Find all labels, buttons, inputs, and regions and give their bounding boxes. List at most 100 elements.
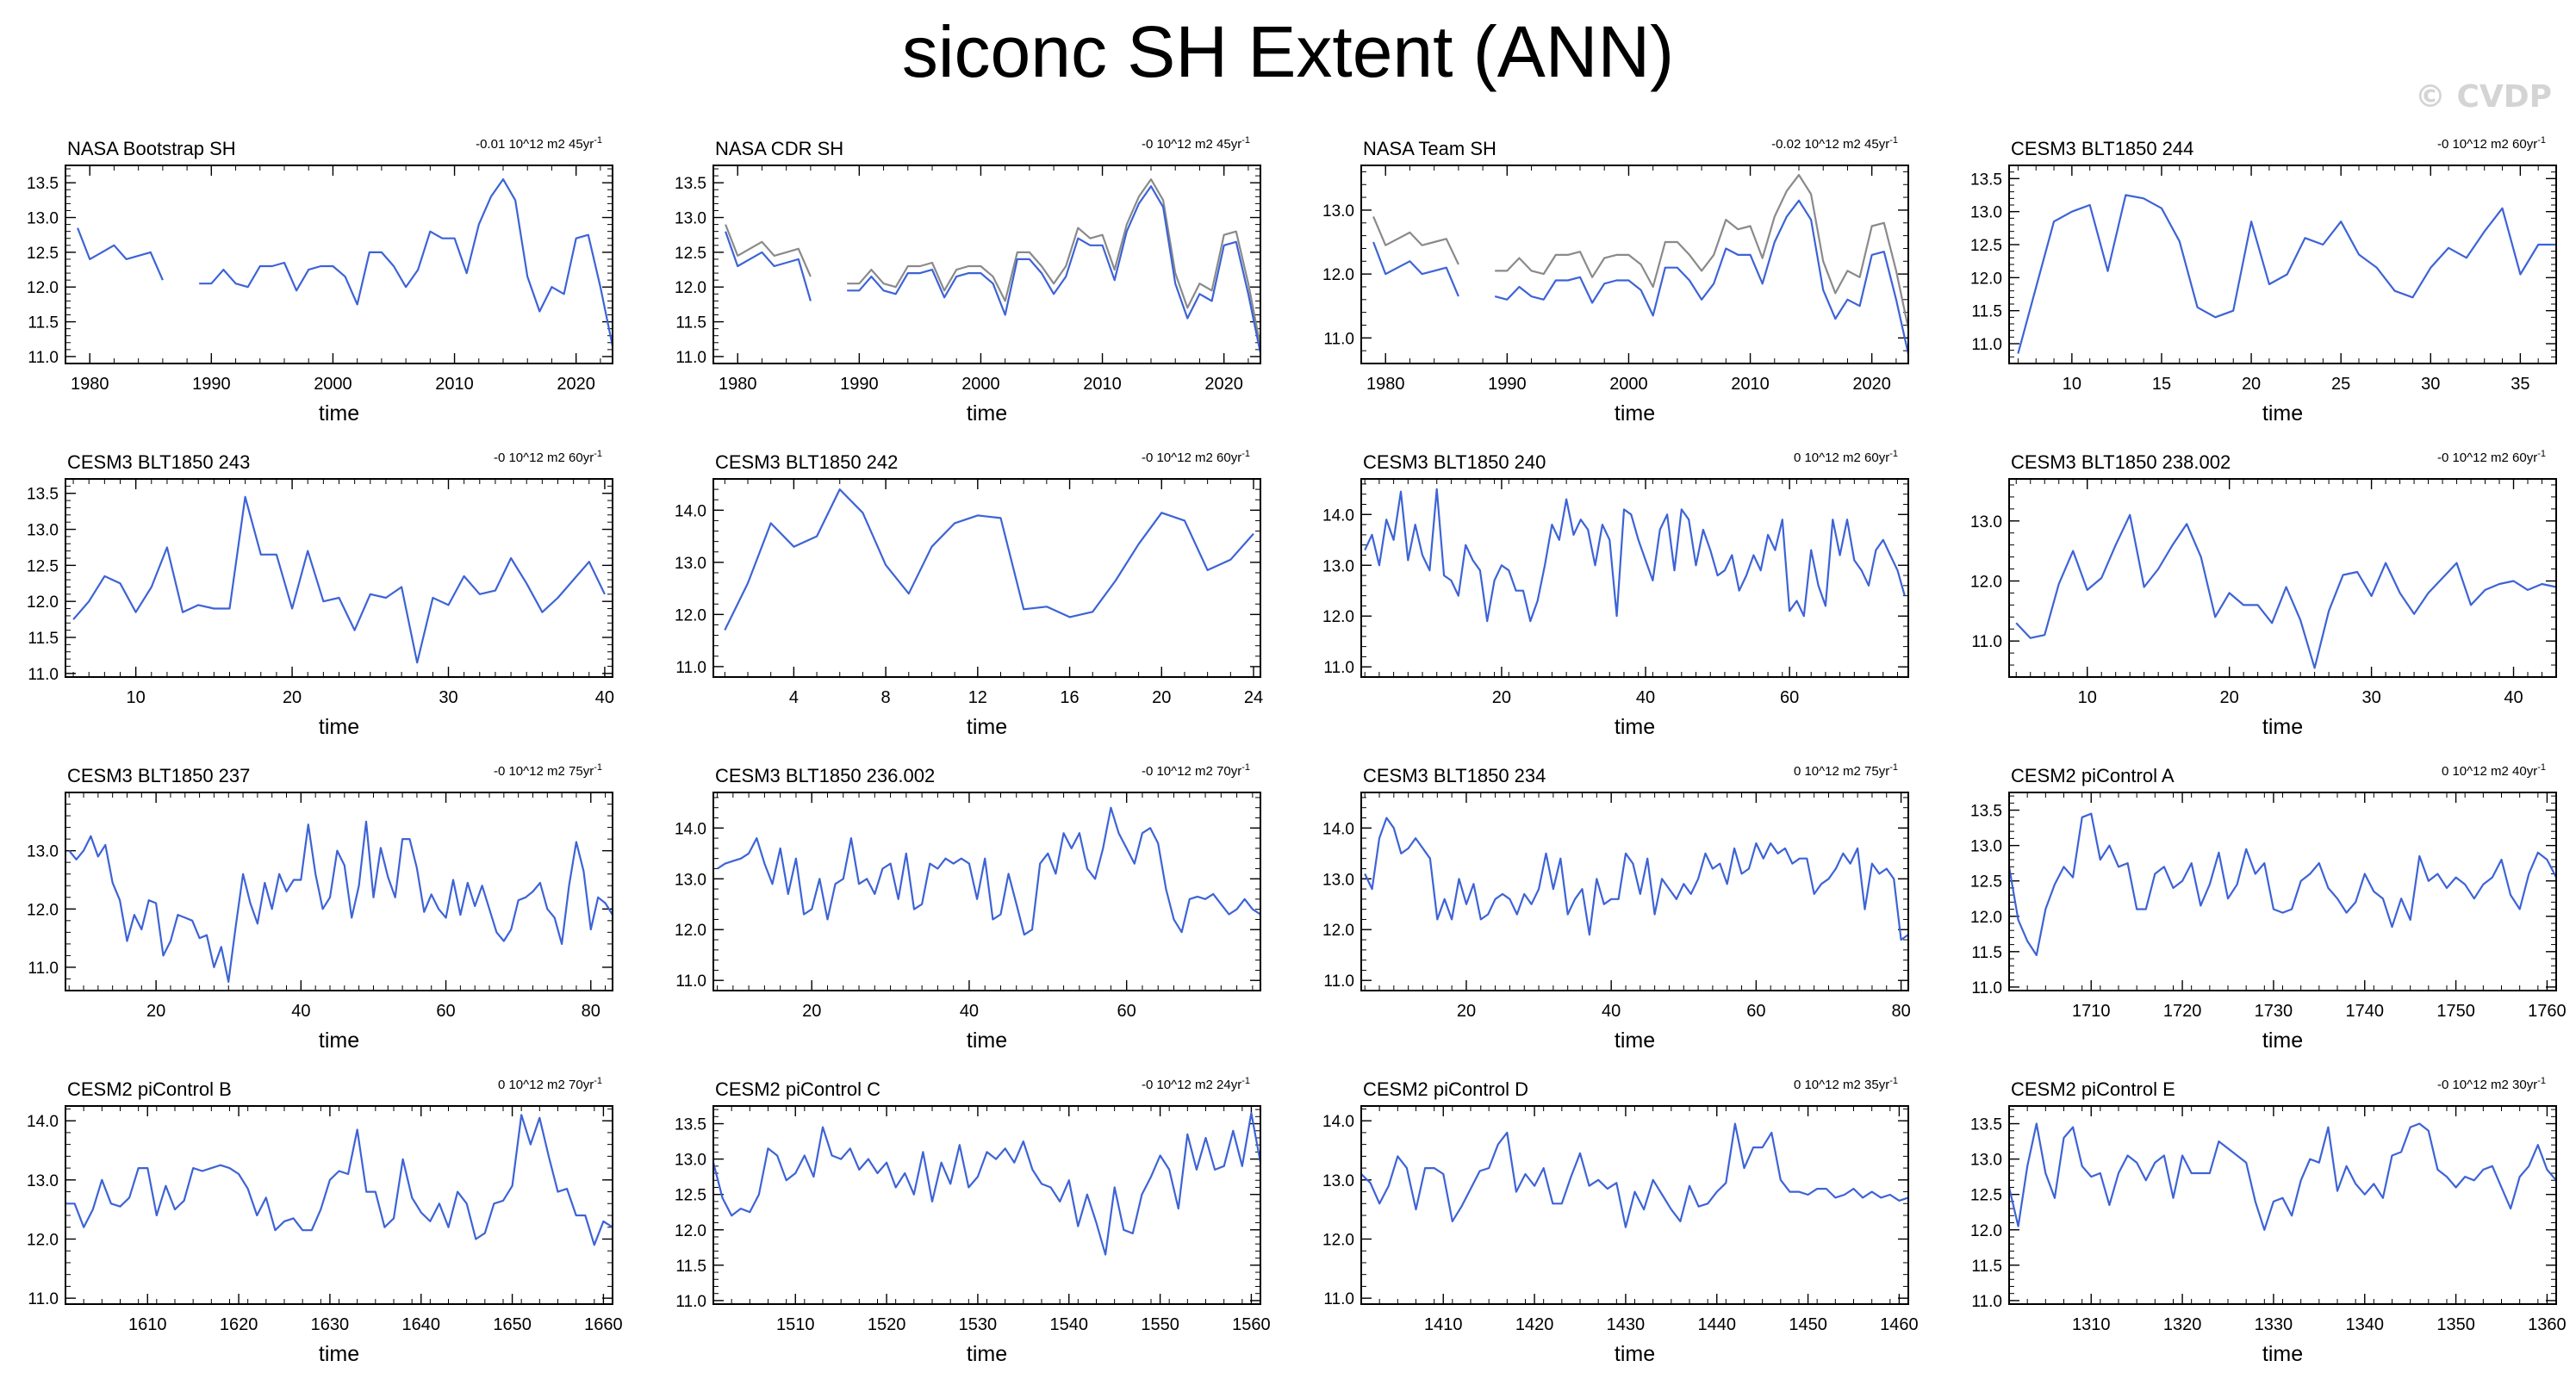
- y-tick-label: 11.0: [675, 349, 706, 367]
- x-tick-label: 20: [2220, 688, 2239, 707]
- panel-title: CESM3 BLT1850 244: [2011, 138, 2193, 159]
- x-tick-label: 2000: [1609, 375, 1648, 394]
- x-tick-label: 60: [1780, 688, 1799, 707]
- x-axis-label: time: [2262, 715, 2303, 739]
- y-tick-label: 12.0: [675, 606, 706, 624]
- plot-frame: [2008, 478, 2557, 678]
- y-tick-label: 11.0: [1971, 1293, 2002, 1311]
- y-tick-label: 12.0: [27, 1231, 59, 1249]
- panel-title: CESM2 piControl B: [67, 1078, 232, 1100]
- y-tick-label: 12.5: [1970, 873, 2002, 892]
- x-tick-label: 1460: [1880, 1315, 1919, 1334]
- y-tick-label: 12.0: [675, 1222, 706, 1240]
- y-tick-label: 12.5: [27, 557, 59, 575]
- x-tick-label: 20: [802, 1002, 821, 1021]
- x-tick-label: 1720: [2163, 1002, 2202, 1021]
- x-tick-label: 60: [436, 1002, 455, 1021]
- y-tick-label: 12.0: [1970, 573, 2002, 591]
- series-line: [725, 185, 1262, 354]
- x-tick-label: 1520: [868, 1315, 906, 1334]
- x-axis-label: time: [967, 401, 1007, 426]
- y-tick-label: 12.0: [1970, 909, 2002, 927]
- x-tick-label: 1350: [2436, 1315, 2475, 1334]
- y-tick-label: 13.0: [1970, 513, 2002, 531]
- y-tick-label: 12.0: [27, 593, 59, 612]
- x-tick-label: 1710: [2072, 1002, 2111, 1021]
- y-tick-label: 13.0: [27, 522, 59, 540]
- trend-label: -0 10^12 m2 60yr-1: [1142, 449, 1250, 465]
- x-tick-label: 20: [146, 1002, 165, 1021]
- x-tick-label: 40: [1602, 1002, 1621, 1021]
- y-tick-label: 14.0: [675, 820, 706, 838]
- plot-frame: [65, 1105, 613, 1305]
- plot-frame: [1360, 1105, 1909, 1305]
- plot-frame: [2008, 1105, 2557, 1305]
- y-tick-label: 12.5: [27, 245, 59, 263]
- y-tick-label: 11.5: [28, 314, 59, 332]
- x-tick-label: 20: [1152, 688, 1171, 707]
- x-tick-label: 40: [291, 1002, 310, 1021]
- y-tick-label: 13.0: [1322, 871, 1354, 889]
- x-tick-label: 2010: [1083, 375, 1122, 394]
- series-line: [1364, 488, 1906, 623]
- series-line: [72, 495, 606, 664]
- panel-title: CESM3 BLT1850 243: [67, 451, 250, 473]
- x-tick-label: 1750: [2436, 1002, 2475, 1021]
- y-tick-label: 13.0: [675, 210, 706, 228]
- x-tick-label: 2010: [435, 375, 474, 394]
- x-tick-label: 1550: [1141, 1315, 1179, 1334]
- y-tick-label: 11.0: [675, 1293, 706, 1311]
- chart-panel: 20 40 60 11.0 12.0 13.0 14.0 CESM3 BLT1850 236.…: [675, 762, 1261, 1053]
- y-tick-label: 12.0: [1322, 922, 1354, 940]
- panel-title: CESM2 piControl A: [2011, 765, 2175, 786]
- x-tick-label: 1430: [1607, 1315, 1646, 1334]
- y-tick-label: 13.0: [1322, 557, 1354, 575]
- y-tick-label: 13.5: [675, 1116, 706, 1134]
- chart-panel: 1980 1990 2000 2010 2020 11.0 11.5 12.0 12.5 13.0…: [27, 135, 614, 426]
- plot-frame: [65, 478, 613, 678]
- x-axis-label: time: [319, 1028, 359, 1053]
- x-axis-label: time: [2262, 401, 2303, 426]
- plot-frame: [712, 792, 1261, 991]
- y-tick-label: 14.0: [1322, 820, 1354, 838]
- series-line: [68, 820, 613, 983]
- trend-label: -0 10^12 m2 70yr-1: [1142, 762, 1250, 779]
- panel-title: NASA Team SH: [1363, 138, 1496, 159]
- y-tick-label: 13.5: [1970, 1116, 2002, 1134]
- x-tick-label: 1730: [2255, 1002, 2293, 1021]
- y-tick-label: 13.0: [1970, 204, 2002, 222]
- y-tick-label: 11.0: [1971, 633, 2002, 651]
- x-tick-label: 60: [1117, 1002, 1136, 1021]
- x-axis-label: time: [1615, 715, 1655, 739]
- x-axis-label: time: [967, 1028, 1007, 1053]
- y-tick-label: 11.0: [28, 960, 59, 978]
- y-tick-label: 11.5: [28, 630, 59, 648]
- chart-panel: 4 8 12 16 20 24 11.0 12.0 13.0 14.0 CESM3 BLT1850 …: [675, 449, 1263, 739]
- plot-frame: [712, 478, 1261, 678]
- x-tick-label: 30: [2361, 688, 2380, 707]
- series-line: [2007, 812, 2557, 956]
- chart-panel: 1610 1620 1630 1640 1650 1660 11.0 12.0 13.0 14.0…: [27, 1076, 623, 1366]
- x-tick-label: 1610: [128, 1315, 167, 1334]
- y-tick-label: 13.0: [1322, 1172, 1354, 1190]
- y-tick-label: 12.0: [1322, 266, 1354, 284]
- y-tick-label: 12.0: [675, 922, 706, 940]
- x-tick-label: 35: [2511, 375, 2529, 394]
- y-tick-label: 13.0: [27, 1172, 59, 1190]
- y-tick-label: 14.0: [1322, 506, 1354, 525]
- x-tick-label: 10: [2078, 688, 2097, 707]
- trend-label: -0.01 10^12 m2 45yr-1: [476, 135, 602, 152]
- x-tick-label: 1660: [584, 1315, 623, 1334]
- chart-panel: 1510 1520 1530 1540 1550 1560 11.0 11.5 12.0 12.5…: [675, 1076, 1271, 1366]
- y-tick-label: 13.5: [27, 486, 59, 504]
- trend-label: -0 10^12 m2 60yr-1: [2437, 449, 2546, 465]
- x-axis-label: time: [1615, 401, 1655, 426]
- plot-frame: [712, 165, 1261, 364]
- series-line: [1372, 199, 1910, 355]
- x-tick-label: 12: [968, 688, 987, 707]
- x-tick-label: 1540: [1050, 1315, 1089, 1334]
- plot-frame: [65, 792, 613, 991]
- x-tick-label: 16: [1060, 688, 1079, 707]
- y-tick-label: 13.5: [1970, 803, 2002, 821]
- x-tick-label: 30: [439, 688, 457, 707]
